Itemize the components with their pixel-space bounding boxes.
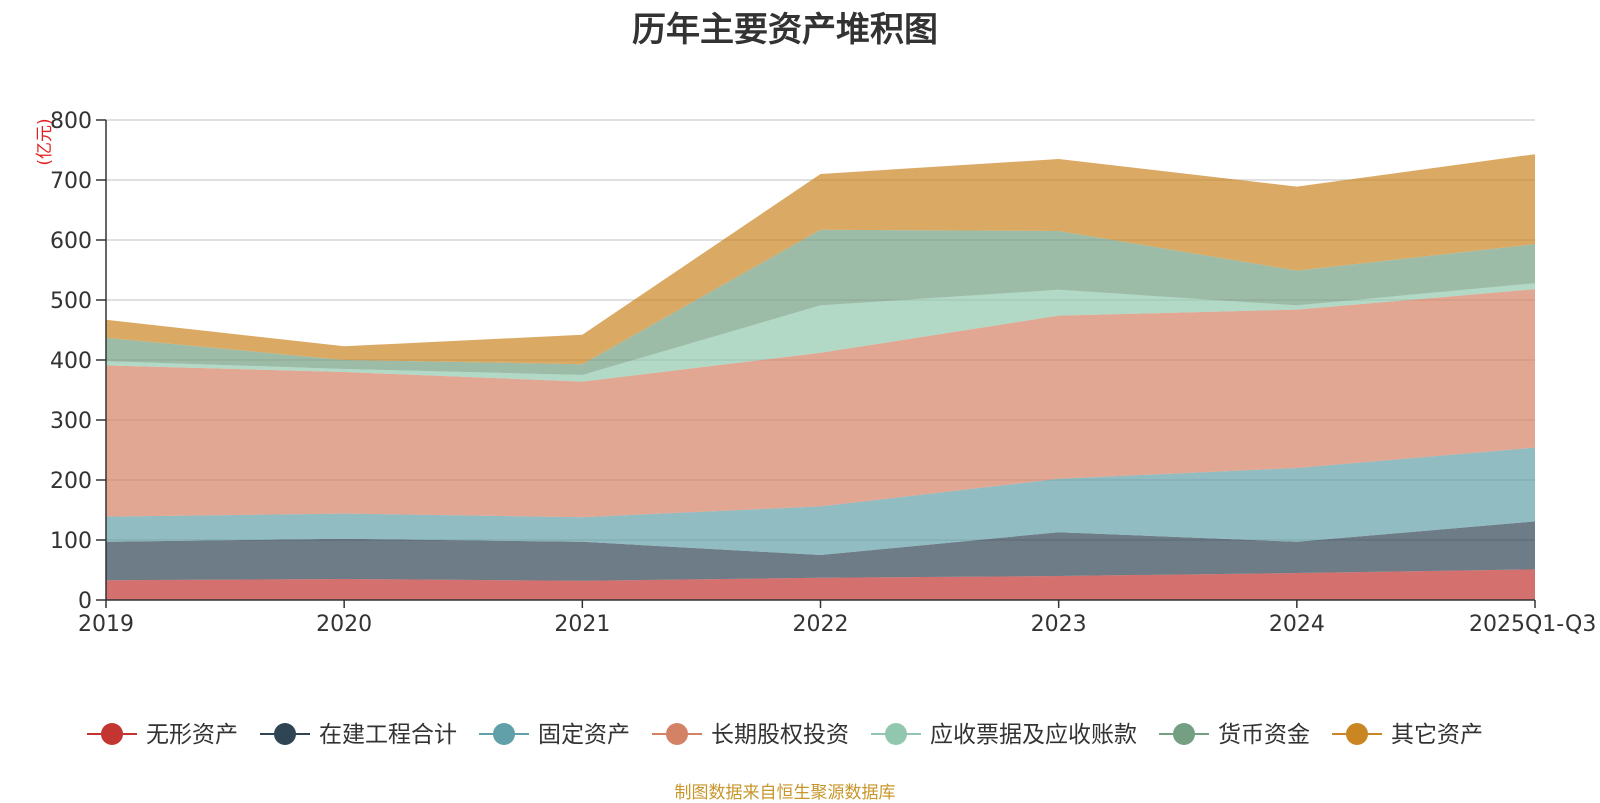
legend-item-0: 无形资产 (87, 722, 238, 748)
legend-marker-2 (493, 723, 515, 745)
axes: 0 100 200 300 400 500 600 700 800 2019 2020 2021 202… (50, 109, 1596, 637)
y-tick-label-300: 300 (50, 409, 92, 434)
y-tick-label-800: 800 (50, 109, 92, 134)
y-tick-label-200: 200 (50, 469, 92, 494)
y-tick-label-100: 100 (50, 529, 92, 554)
legend-label-5: 货币资金 (1218, 722, 1310, 748)
area-series-2 (106, 447, 1535, 555)
x-tick-label-0: 2019 (78, 612, 134, 637)
legend: 无形资产 在建工程合计 固定资产 长期股权投资 应收票据及应收账款 货币资金 其它资产 (87, 722, 1483, 748)
legend-marker-6 (1346, 723, 1368, 745)
legend-label-0: 无形资产 (146, 722, 238, 748)
x-tick-label-3: 2022 (793, 612, 849, 637)
area-series-0 (106, 569, 1535, 600)
legend-label-2: 固定资产 (538, 722, 630, 748)
area-series-6 (106, 154, 1535, 365)
x-tick-label-1: 2020 (316, 612, 372, 637)
legend-marker-5 (1173, 723, 1195, 745)
legend-label-1: 在建工程合计 (319, 722, 457, 748)
area-series-5 (106, 229, 1535, 375)
legend-item-5: 货币资金 (1159, 722, 1310, 748)
data-source-note: 制图数据来自恒生聚源数据库 (674, 783, 896, 803)
legend-marker-1 (274, 723, 296, 745)
legend-item-2: 固定资产 (479, 722, 630, 748)
y-tick-label-0: 0 (78, 589, 92, 614)
x-tick-label-2: 2021 (554, 612, 610, 637)
legend-item-4: 应收票据及应收账款 (871, 722, 1137, 748)
x-tick-label-4: 2023 (1031, 612, 1087, 637)
y-tick-label-400: 400 (50, 349, 92, 374)
y-tick-label-500: 500 (50, 289, 92, 314)
legend-item-3: 长期股权投资 (652, 722, 849, 748)
area-series-1 (106, 521, 1535, 581)
legend-label-4: 应收票据及应收账款 (930, 722, 1137, 748)
x-tick-label-5: 2024 (1269, 612, 1325, 637)
legend-marker-3 (666, 723, 688, 745)
area-series-4 (106, 283, 1535, 382)
y-tick-label-600: 600 (50, 229, 92, 254)
x-tick-label-6: 2025Q1-Q3 (1469, 612, 1596, 637)
legend-item-1: 在建工程合计 (260, 722, 457, 748)
area-series-3 (106, 289, 1535, 518)
y-axis-unit-label: (亿元) (35, 118, 55, 165)
chart-title: 历年主要资产堆积图 (632, 10, 938, 50)
legend-label-3: 长期股权投资 (711, 722, 849, 748)
y-tick-label-700: 700 (50, 169, 92, 194)
legend-marker-0 (101, 723, 123, 745)
area-series-layer (106, 154, 1535, 600)
legend-item-6: 其它资产 (1332, 722, 1483, 748)
legend-marker-4 (885, 723, 907, 745)
legend-label-6: 其它资产 (1391, 722, 1483, 748)
